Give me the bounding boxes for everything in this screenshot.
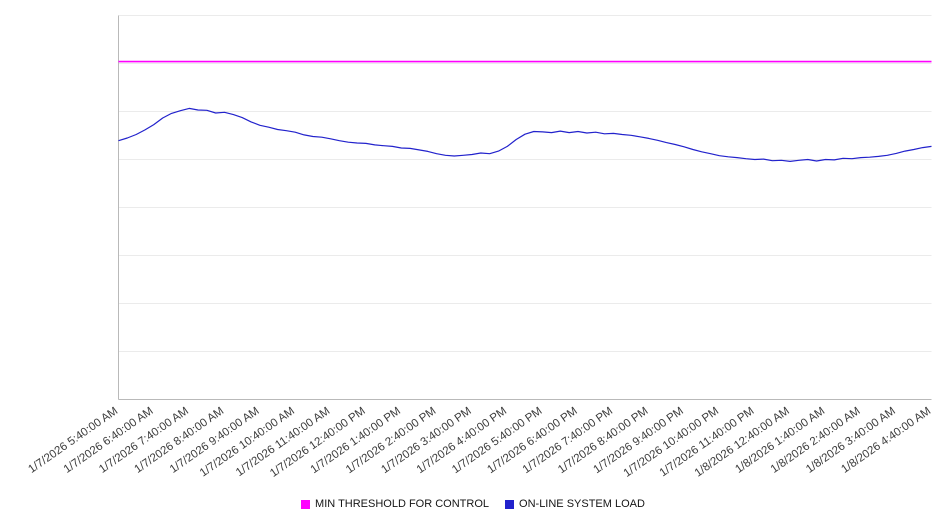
min-threshold-legend-label: MIN THRESHOLD FOR CONTROL — [315, 498, 490, 510]
legend-item-system-load: ON-LINE SYSTEM LOAD — [505, 498, 645, 510]
legend-item-min-threshold: MIN THRESHOLD FOR CONTROL — [301, 498, 489, 510]
system-load-swatch — [505, 499, 515, 509]
system-load-line — [118, 107, 932, 162]
line-chart: 1/7/2026 5:40:00 AM 1/7/2026 6:40:00 AM 1/… — [26, 15, 933, 480]
min-threshold-swatch — [301, 499, 311, 509]
system-load-legend-label: ON-LINE SYSTEM LOAD — [519, 498, 645, 510]
chart-canvas: 1/7/2026 5:40:00 AM1/7/2026 6:40:00 AM1/… — [26, 15, 933, 480]
chart-legend: MIN THRESHOLD FOR CONTROL ON-LINE SYSTEM… — [0, 498, 946, 510]
